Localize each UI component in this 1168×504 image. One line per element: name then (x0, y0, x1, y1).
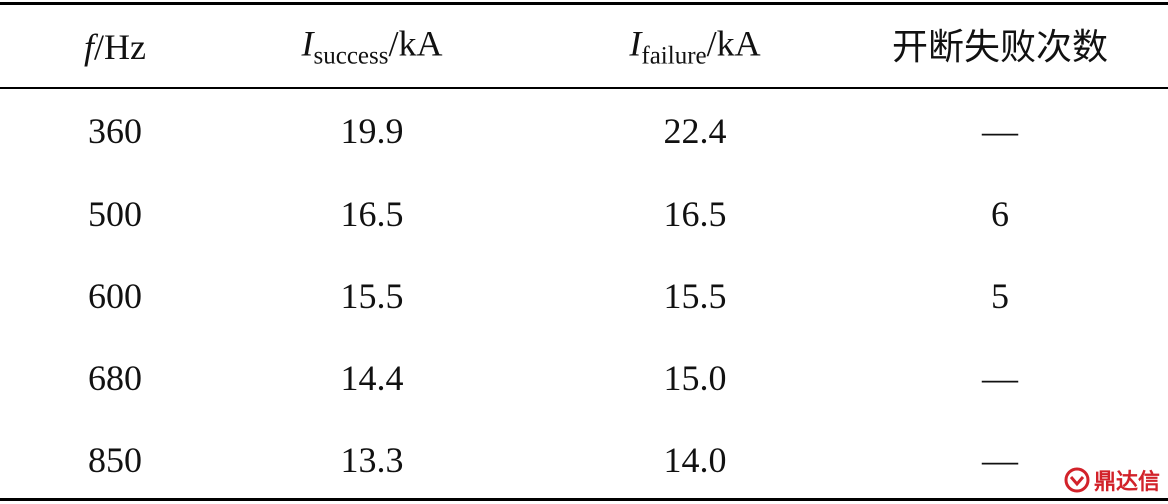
table-cell: 13.3 (340, 440, 404, 480)
table-cell: 19.9 (340, 111, 404, 151)
table-cell: — (982, 440, 1018, 480)
table-cell: 5 (991, 276, 1009, 316)
table-cell: 14.0 (663, 440, 727, 480)
header-cell: 开断失败次数 (892, 29, 1108, 65)
table-cell: 16.5 (340, 194, 404, 234)
table-cell: 6 (991, 194, 1009, 234)
header-text: 开断失败次数 (891, 27, 1109, 67)
table-cell: — (982, 358, 1018, 398)
bottom-rule (0, 498, 1168, 501)
header-subscript: failure (641, 42, 707, 70)
header-subscript: success (313, 42, 389, 70)
table-cell: 14.4 (340, 358, 404, 398)
table-cell: 500 (88, 194, 142, 234)
header-cell: f/Hz (84, 29, 146, 65)
header-symbol: f (84, 27, 95, 67)
table-cell: 360 (88, 111, 142, 151)
table-cell: 15.5 (663, 276, 727, 316)
header-cell: Isuccess/kA (302, 26, 443, 69)
table-cell: 16.5 (663, 194, 727, 234)
header-unit: /Hz (94, 27, 146, 67)
table-cell: 600 (88, 276, 142, 316)
table-cell: 15.0 (663, 358, 727, 398)
table-cell: 850 (88, 440, 142, 480)
header-cell: Ifailure/kA (629, 26, 760, 69)
header-unit: /kA (388, 23, 443, 64)
table-cell: — (982, 111, 1018, 151)
watermark: 鼎达信 (1064, 464, 1160, 496)
table-cell: 15.5 (340, 276, 404, 316)
watermark-text: 鼎达信 (1093, 470, 1160, 495)
header-rule (0, 87, 1168, 89)
header-symbol: I (629, 23, 642, 64)
header-symbol: I (301, 23, 314, 64)
watermark-logo (1064, 467, 1090, 493)
table-cell: 22.4 (663, 111, 727, 151)
table-cell: 680 (88, 358, 142, 398)
top-rule (0, 2, 1168, 5)
header-unit: /kA (706, 23, 761, 64)
